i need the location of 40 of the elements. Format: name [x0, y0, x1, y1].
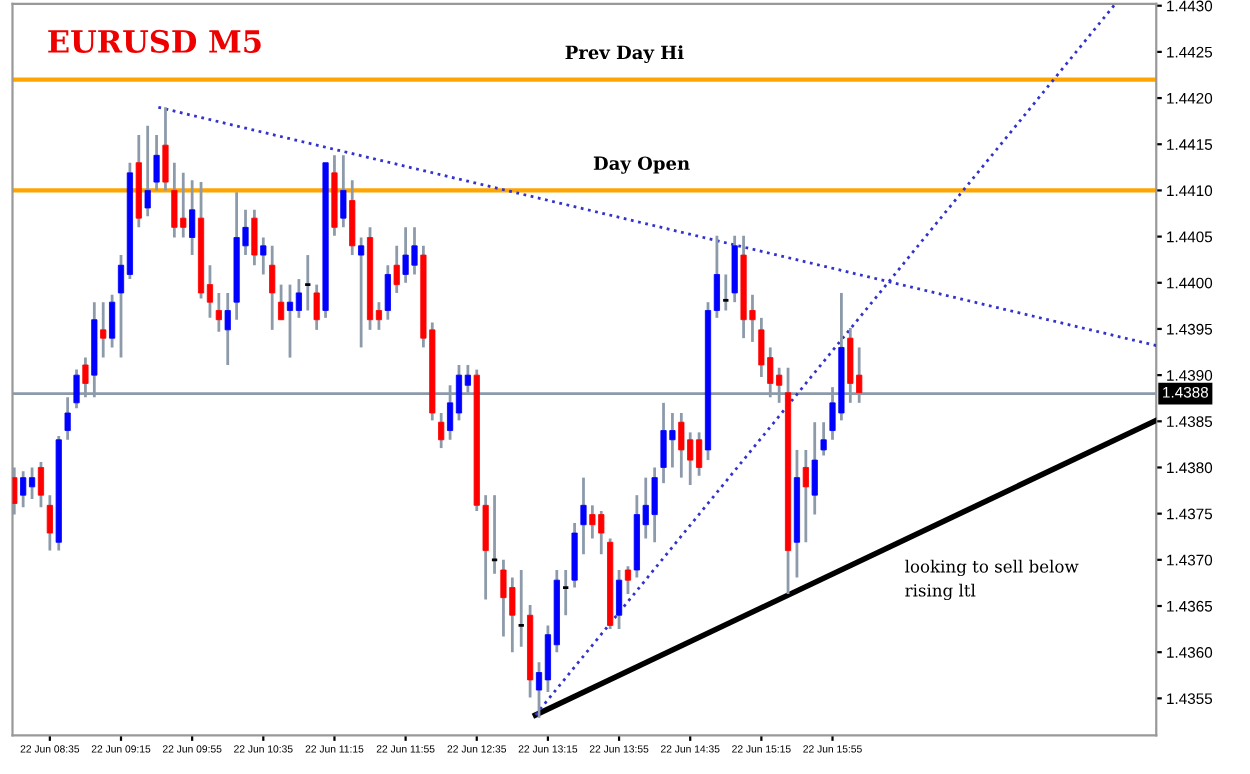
candlestick	[12, 466, 18, 516]
candlestick	[37, 460, 45, 509]
candlestick	[109, 293, 116, 349]
candlestick	[349, 178, 356, 257]
candlestick	[286, 283, 294, 359]
candlestick	[144, 124, 151, 218]
candlestick	[189, 178, 196, 257]
candlestick	[490, 493, 499, 576]
candlestick	[624, 564, 632, 596]
candlestick	[162, 105, 169, 192]
candlestick	[802, 448, 809, 544]
candlestick	[731, 234, 738, 304]
ref-line-label: Prev Day Hi	[565, 45, 684, 63]
candlestick	[20, 469, 27, 509]
candlestick	[46, 493, 53, 552]
candlestick	[100, 300, 107, 359]
candlestick	[580, 476, 587, 556]
candlestick	[438, 411, 445, 450]
ref-line-label: Day Open	[593, 156, 690, 174]
candlestick	[561, 568, 570, 617]
candlestick	[295, 277, 302, 320]
candlestick	[358, 236, 365, 349]
annotation: looking to sell below rising ltl	[905, 559, 1079, 601]
candlestick	[811, 420, 818, 516]
candlestick	[278, 283, 285, 322]
candlestick	[820, 420, 827, 457]
candlestick	[28, 466, 36, 501]
candlestick	[260, 236, 267, 276]
candlestick	[269, 244, 276, 332]
candlestick	[251, 208, 258, 267]
candlestick	[615, 568, 623, 631]
candlestick	[384, 263, 391, 322]
candlestick	[313, 283, 320, 332]
text: EURUSD M5	[48, 29, 261, 53]
candlestick	[153, 133, 160, 192]
candlestick	[340, 153, 347, 229]
candlestick	[393, 244, 400, 295]
candlestick	[571, 521, 578, 589]
candlestick	[215, 291, 222, 334]
candlestick	[224, 291, 231, 367]
